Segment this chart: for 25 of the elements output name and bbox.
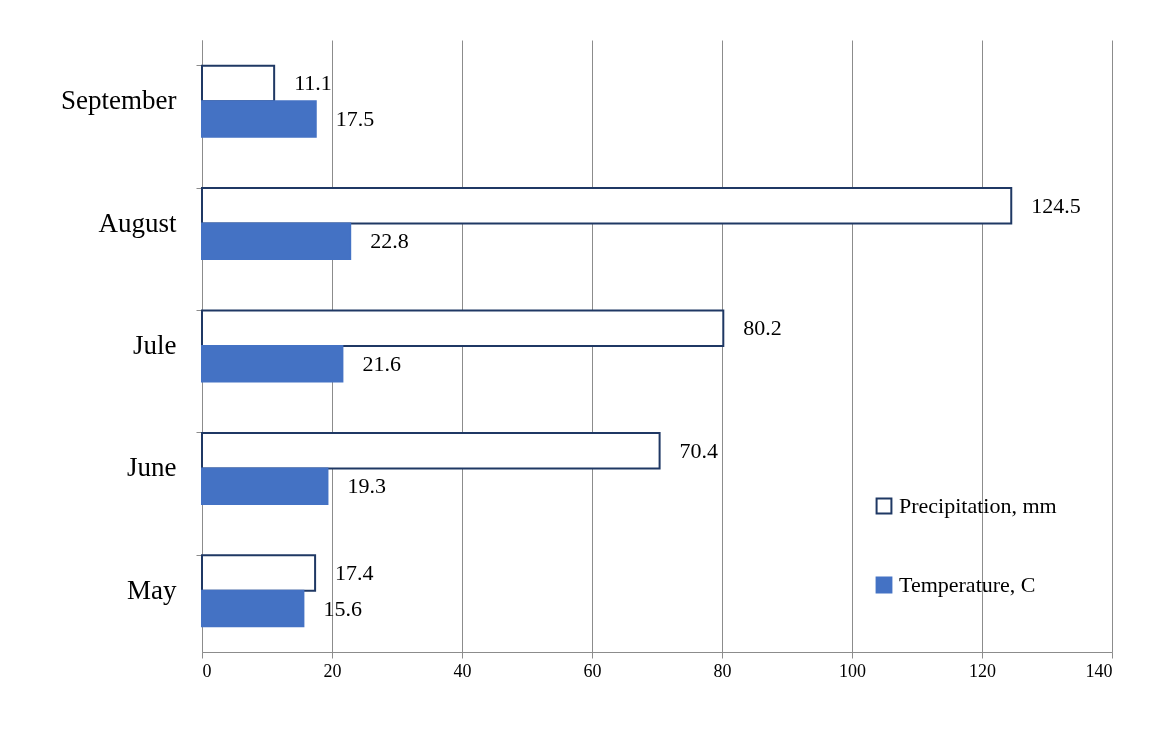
x-tick-label: 0 xyxy=(202,660,212,681)
legend-label: Precipitation, mm xyxy=(899,493,1057,518)
data-label: 80.2 xyxy=(743,315,782,341)
x-tick-label: 120 xyxy=(969,660,996,681)
y-tick-label: September xyxy=(61,85,177,116)
y-tick-label: May xyxy=(127,574,177,605)
x-tick-label: 40 xyxy=(453,660,472,681)
x-tick-label: 60 xyxy=(583,660,602,681)
data-label: 17.5 xyxy=(335,105,375,131)
legend-label: Temperature, C xyxy=(899,572,1036,597)
x-tick-label: 80 xyxy=(713,660,732,681)
data-label: 17.4 xyxy=(335,560,374,586)
x-tick-label: 20 xyxy=(323,660,342,681)
data-label: 11.1 xyxy=(294,70,332,96)
y-tick-label: August xyxy=(98,207,177,238)
data-label: 15.6 xyxy=(323,595,362,621)
y-tick-label: Jule xyxy=(133,330,177,360)
x-tick-label: 100 xyxy=(839,660,866,681)
data-label: 22.8 xyxy=(370,228,409,254)
data-label: 19.3 xyxy=(347,473,386,499)
data-label: 70.4 xyxy=(679,437,719,463)
x-tick-label: 140 xyxy=(1085,660,1113,681)
data-label: 124.5 xyxy=(1031,192,1081,218)
y-tick-label: June xyxy=(127,452,177,483)
data-label: 21.6 xyxy=(362,350,401,376)
